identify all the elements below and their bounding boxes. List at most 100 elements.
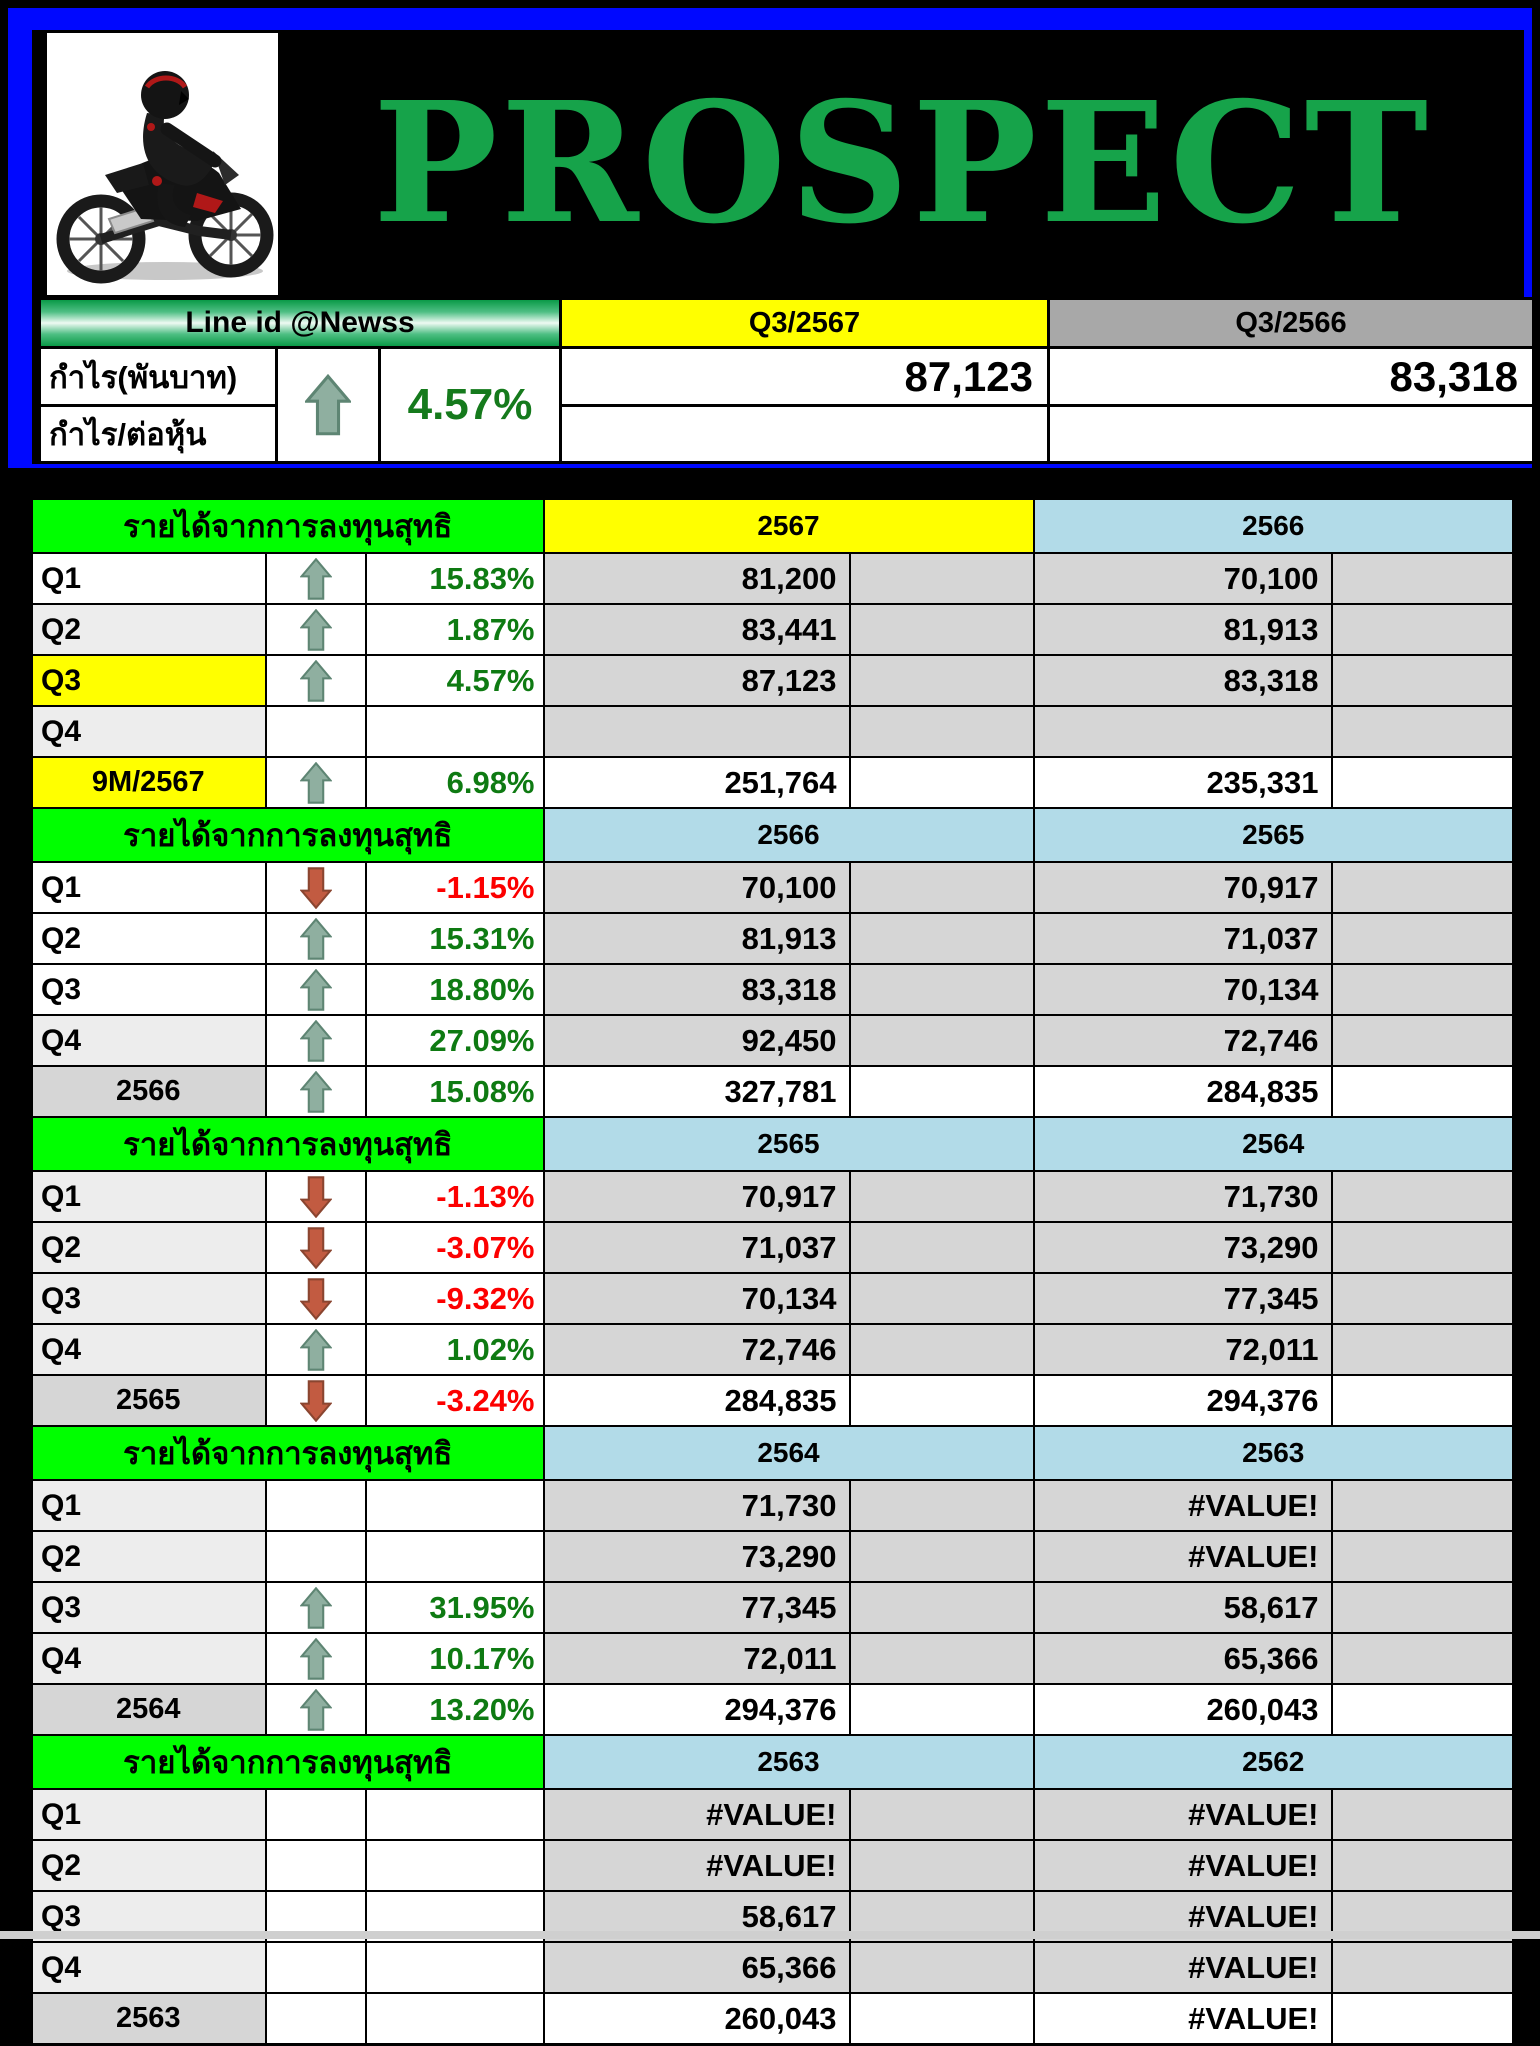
spacer-left-cell — [848, 1992, 1035, 2046]
prior-quarter-header: Q3/2566 — [1050, 300, 1532, 346]
value-left-cell: 77,345 — [542, 1581, 851, 1634]
spacer-right-cell — [1330, 756, 1515, 809]
table-row: Q4 — [30, 705, 1515, 758]
spacer-right-cell — [1330, 603, 1515, 656]
value-right-cell: #VALUE! — [1032, 1530, 1333, 1583]
value-left-cell: 71,730 — [542, 1479, 851, 1532]
value-left-cell: 327,781 — [542, 1065, 851, 1118]
percent-change-cell: -9.32% — [364, 1272, 545, 1325]
quarter-label-cell: 2566 — [30, 1065, 267, 1118]
table-row: Q2 73,290 #VALUE! — [30, 1530, 1515, 1583]
up-arrow-icon — [299, 557, 332, 600]
spacer-left-cell — [848, 756, 1035, 809]
percent-change-cell: 4.57% — [364, 654, 545, 707]
value-left-cell: #VALUE! — [542, 1839, 851, 1892]
section-header-row: รายได้จากการลงทุนสุทธิ 2565 2564 — [30, 1116, 1515, 1172]
spacer-left-cell — [848, 1014, 1035, 1067]
table-row: Q4 65,366 #VALUE! — [30, 1941, 1515, 1994]
spacer-right-cell — [1330, 1581, 1515, 1634]
quarter-label-cell: Q3 — [30, 1581, 267, 1634]
year-right-header: 2565 — [1032, 807, 1515, 863]
spacer-right-cell — [1330, 963, 1515, 1016]
quarter-label-cell: Q1 — [30, 552, 267, 605]
value-right-cell: 72,746 — [1032, 1014, 1333, 1067]
section-header-row: รายได้จากการลงทุนสุทธิ 2564 2563 — [30, 1425, 1515, 1481]
spacer-right-cell — [1330, 1170, 1515, 1223]
spacer-left-cell — [848, 1221, 1035, 1274]
value-right-cell: 72,011 — [1032, 1323, 1333, 1376]
value-right-cell: 81,913 — [1032, 603, 1333, 656]
up-arrow-icon — [299, 761, 332, 804]
value-left-cell: 294,376 — [542, 1683, 851, 1736]
value-left-cell: 72,746 — [542, 1323, 851, 1376]
current-quarter-header: Q3/2567 — [562, 300, 1047, 346]
value-right-cell: #VALUE! — [1032, 1941, 1333, 1994]
trend-arrow-cell — [264, 603, 367, 656]
summary-header-grid: Line id @Newss Q3/2567 Q3/2566 กำไร(พันบ… — [38, 297, 1535, 464]
value-right-cell: #VALUE! — [1032, 1788, 1333, 1841]
percent-change-cell: -3.07% — [364, 1221, 545, 1274]
value-left-cell: 87,123 — [542, 654, 851, 707]
year-right-header: 2563 — [1032, 1425, 1515, 1481]
trend-arrow-cell — [264, 1221, 367, 1274]
percent-change-cell: -3.24% — [364, 1374, 545, 1427]
up-arrow-icon — [299, 1070, 332, 1113]
value-left-cell: 70,134 — [542, 1272, 851, 1325]
trend-arrow-cell — [264, 1632, 367, 1685]
motorcycle-rider-icon — [56, 71, 274, 284]
spacer-left-cell — [848, 1170, 1035, 1223]
section-title: รายได้จากการลงทุนสุทธิ — [30, 807, 545, 863]
trend-arrow-cell — [264, 1581, 367, 1634]
section-header-row: รายได้จากการลงทุนสุทธิ 2563 2562 — [30, 1734, 1515, 1790]
up-arrow-icon — [299, 1328, 332, 1371]
percent-change-cell — [364, 1788, 545, 1841]
spacer-left-cell — [848, 1323, 1035, 1376]
percent-change-cell: 15.83% — [364, 552, 545, 605]
percent-change-cell: 27.09% — [364, 1014, 545, 1067]
value-left-cell: 284,835 — [542, 1374, 851, 1427]
trend-arrow-cell — [264, 1272, 367, 1325]
down-arrow-icon — [299, 1379, 332, 1422]
trend-arrow-cell — [264, 1530, 367, 1583]
value-right-cell: 71,037 — [1032, 912, 1333, 965]
spacer-right-cell — [1330, 1683, 1515, 1736]
bottom-edge-strip — [0, 1931, 1540, 1939]
value-right-cell: 71,730 — [1032, 1170, 1333, 1223]
section-title: รายได้จากการลงทุนสุทธิ — [30, 1116, 545, 1172]
spacer-right-cell — [1330, 1221, 1515, 1274]
quarter-label-cell: Q4 — [30, 1632, 267, 1685]
trend-arrow-cell — [264, 1839, 367, 1892]
spacer-right-cell — [1330, 1530, 1515, 1583]
percent-change-cell: 31.95% — [364, 1581, 545, 1634]
percent-change-cell: 15.31% — [364, 912, 545, 965]
spacer-right-cell — [1330, 552, 1515, 605]
spacer-left-cell — [848, 912, 1035, 965]
quarter-label-cell: Q2 — [30, 1530, 267, 1583]
spacer-left-cell — [848, 1839, 1035, 1892]
up-arrow-icon — [305, 374, 351, 436]
section-title: รายได้จากการลงทุนสุทธิ — [30, 1425, 545, 1481]
percent-change-cell — [364, 705, 545, 758]
quarter-label-cell: Q4 — [30, 1323, 267, 1376]
year-left-header: 2566 — [542, 807, 1035, 863]
table-row: Q1 -1.15% 70,100 70,917 — [30, 861, 1515, 914]
spacer-right-cell — [1330, 1992, 1515, 2046]
current-eps-cell — [562, 407, 1047, 461]
spacer-right-cell — [1330, 705, 1515, 758]
table-row: Q3 -9.32% 70,134 77,345 — [30, 1272, 1515, 1325]
up-arrow-icon — [299, 608, 332, 651]
quarter-label-cell: 2563 — [30, 1992, 267, 2046]
year-right-header: 2564 — [1032, 1116, 1515, 1172]
year-right-header: 2562 — [1032, 1734, 1515, 1790]
current-quarter-value: 87,123 — [562, 349, 1047, 404]
profit-per-share-label: กำไร/ต่อหุ้น — [41, 407, 275, 461]
table-row: Q2 1.87% 83,441 81,913 — [30, 603, 1515, 656]
quarter-label-cell: 2565 — [30, 1374, 267, 1427]
percent-change-cell: 6.98% — [364, 756, 545, 809]
spacer-left-cell — [848, 963, 1035, 1016]
value-left-cell: 81,913 — [542, 912, 851, 965]
spacer-right-cell — [1330, 1323, 1515, 1376]
value-right-cell: 260,043 — [1032, 1683, 1333, 1736]
trend-arrow-cell — [264, 1992, 367, 2046]
value-right-cell: #VALUE! — [1032, 1992, 1333, 2046]
